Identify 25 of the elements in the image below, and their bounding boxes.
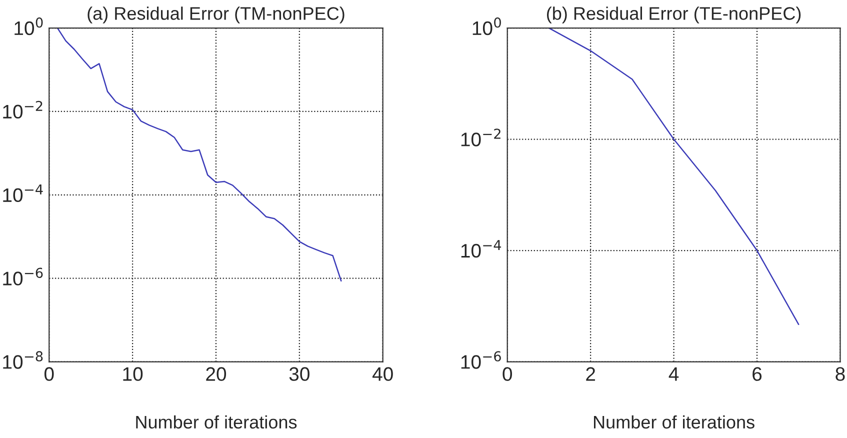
x-tick-label: 0 — [502, 367, 512, 381]
y-tick-label: 10$^{−2}$ — [461, 128, 500, 146]
y-tick-label: 10$^{−6}$ — [3, 268, 43, 286]
x-axis-title: Number of iterations — [136, 415, 297, 429]
y-tick-label: 10$^{0}$ — [14, 17, 43, 36]
y-tick-label: 10$^{−2}$ — [3, 100, 42, 119]
x-tick-label: 20 — [206, 367, 226, 381]
x-axis-title: Number of iterations — [594, 415, 754, 429]
line-series — [548, 28, 800, 326]
y-tick-label: 10$^{−4}$ — [461, 240, 502, 258]
x-tick-label: 40 — [372, 367, 393, 381]
x-tick-label: 8 — [836, 367, 845, 381]
chart-title: (a) Residual Error (TM-nonPEC) — [88, 6, 344, 24]
x-tick-label: 6 — [752, 367, 762, 381]
x-tick-label: 2 — [586, 367, 595, 381]
y-tick-label: 10$^{−4}$ — [3, 184, 43, 202]
x-tick-label: 30 — [289, 367, 310, 381]
x-tick-label: 10 — [123, 367, 143, 381]
chart-title: (b) Residual Error (TE-nonPEC) — [546, 6, 801, 24]
x-tick-label: 0 — [44, 367, 54, 381]
y-tick-label: 10$^{−6}$ — [461, 351, 501, 369]
line-series — [56, 28, 342, 282]
y-tick-label: 10$^{−8}$ — [3, 351, 43, 369]
x-tick-label: 4 — [668, 367, 679, 381]
y-tick-label: 10$^{0}$ — [472, 17, 501, 36]
